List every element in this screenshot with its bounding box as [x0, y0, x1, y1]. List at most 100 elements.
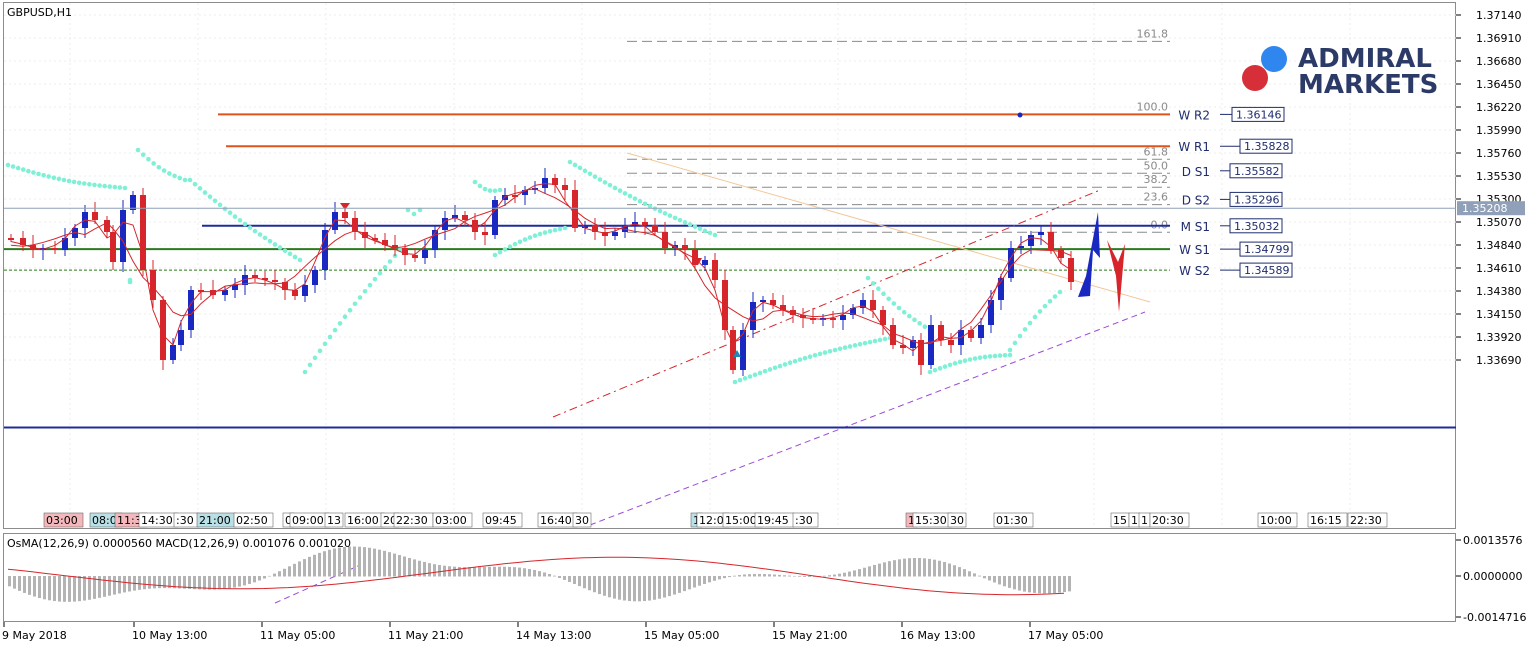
candle-body[interactable]	[870, 300, 876, 310]
candle-body[interactable]	[222, 290, 228, 295]
candle-body[interactable]	[800, 315, 806, 318]
candle-body[interactable]	[978, 325, 984, 338]
candle-body[interactable]	[502, 195, 508, 200]
candle-body[interactable]	[552, 178, 558, 185]
candle-body[interactable]	[1048, 232, 1054, 250]
candle-body[interactable]	[890, 325, 896, 345]
candle-body[interactable]	[712, 260, 718, 280]
candle-body[interactable]	[770, 300, 776, 305]
candle-body[interactable]	[740, 330, 746, 370]
red-trend-line[interactable]	[552, 189, 1101, 418]
candle-body[interactable]	[1058, 250, 1064, 258]
candle-body[interactable]	[830, 318, 836, 320]
candle-body[interactable]	[312, 270, 318, 285]
candle-body[interactable]	[492, 200, 498, 235]
sar-dot	[117, 185, 123, 190]
candle-body[interactable]	[140, 195, 146, 270]
candle-body[interactable]	[780, 305, 786, 310]
candle-body[interactable]	[730, 330, 736, 370]
candle-body[interactable]	[702, 260, 708, 265]
candle-body[interactable]	[602, 232, 608, 236]
candle-body[interactable]	[622, 225, 628, 232]
candle-body[interactable]	[612, 232, 618, 236]
candle-body[interactable]	[242, 275, 248, 285]
candle-body[interactable]	[572, 190, 578, 228]
candle-body[interactable]	[512, 195, 518, 197]
candle-body[interactable]	[750, 302, 756, 330]
candle-body[interactable]	[592, 225, 598, 232]
candle-body[interactable]	[452, 215, 458, 218]
candle-body[interactable]	[170, 345, 176, 360]
candle-body[interactable]	[938, 325, 944, 340]
candle-body[interactable]	[232, 285, 238, 290]
candle-body[interactable]	[150, 270, 156, 300]
candle-body[interactable]	[472, 220, 478, 232]
candle-body[interactable]	[682, 245, 688, 250]
candle-body[interactable]	[1028, 235, 1034, 246]
candle-body[interactable]	[322, 230, 328, 270]
candle-body[interactable]	[850, 308, 856, 315]
candle-body[interactable]	[1018, 246, 1024, 248]
candle-body[interactable]	[8, 238, 14, 240]
candle-body[interactable]	[582, 225, 588, 228]
candle-body[interactable]	[20, 238, 26, 245]
candle-body[interactable]	[130, 195, 136, 210]
candle-body[interactable]	[422, 250, 428, 258]
candle-body[interactable]	[178, 330, 184, 345]
candle-body[interactable]	[988, 300, 994, 325]
candle-body[interactable]	[880, 310, 886, 325]
candle-body[interactable]	[92, 212, 98, 220]
candle-body[interactable]	[352, 218, 358, 232]
candle-body[interactable]	[402, 248, 408, 255]
candle-body[interactable]	[120, 210, 126, 262]
candle-body[interactable]	[412, 255, 418, 258]
candle-body[interactable]	[62, 238, 68, 250]
candle-body[interactable]	[110, 232, 116, 262]
candle-body[interactable]	[522, 190, 528, 195]
candle-body[interactable]	[562, 185, 568, 190]
candle-body[interactable]	[188, 290, 194, 330]
candle-body[interactable]	[910, 340, 916, 348]
candle-body[interactable]	[198, 290, 204, 292]
candle-body[interactable]	[948, 340, 954, 345]
candle-body[interactable]	[462, 215, 468, 220]
candle-body[interactable]	[760, 300, 766, 302]
candle-body[interactable]	[968, 330, 974, 338]
candle-body[interactable]	[642, 222, 648, 225]
candle-body[interactable]	[302, 285, 308, 296]
pivot-levels[interactable]: W R2 1.36146 W R1 1.35828 D S1 1.35582 D S2 1.3…	[4, 106, 1293, 278]
candle-body[interactable]	[542, 178, 548, 188]
candle-body[interactable]	[432, 230, 438, 250]
candle-body[interactable]	[442, 218, 448, 230]
candle-body[interactable]	[860, 300, 866, 308]
candle-body[interactable]	[252, 275, 258, 278]
candle-body[interactable]	[998, 278, 1004, 300]
candle-body[interactable]	[282, 282, 288, 290]
sar-dot	[61, 177, 67, 183]
candle-body[interactable]	[662, 232, 668, 248]
candle-body[interactable]	[292, 290, 298, 296]
candle-body[interactable]	[1008, 248, 1014, 278]
candle-body[interactable]	[692, 250, 698, 265]
candle-body[interactable]	[262, 278, 268, 280]
main-chart-panel[interactable]	[3, 2, 1456, 529]
pivot-value-box	[1239, 241, 1293, 257]
candle-body[interactable]	[840, 315, 846, 320]
candle-body[interactable]	[652, 225, 658, 232]
candle-body[interactable]	[104, 220, 110, 232]
candle-body[interactable]	[392, 245, 398, 248]
candle-body[interactable]	[160, 300, 166, 360]
candle-body[interactable]	[362, 232, 368, 238]
candle-body[interactable]	[482, 232, 488, 235]
candle-body[interactable]	[900, 345, 906, 348]
purple-trend-line[interactable]	[589, 311, 1146, 526]
candle-body[interactable]	[918, 340, 924, 365]
candle-body[interactable]	[210, 290, 216, 295]
candle-body[interactable]	[52, 248, 58, 250]
candle-body[interactable]	[928, 325, 934, 365]
candle-body[interactable]	[382, 240, 388, 245]
candle-body[interactable]	[342, 212, 348, 218]
candle-body[interactable]	[1038, 232, 1044, 235]
candle-body[interactable]	[272, 280, 278, 282]
